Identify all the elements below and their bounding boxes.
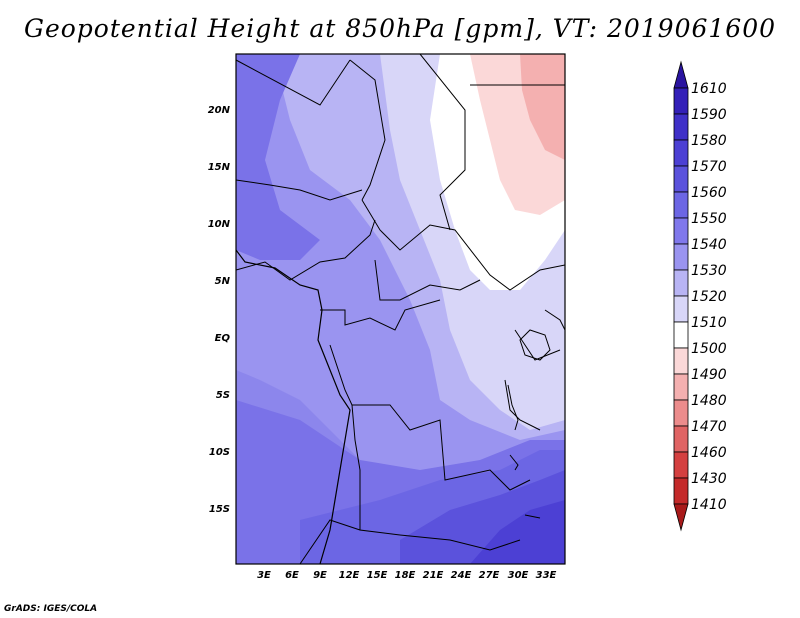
colorbar-label: 1500 bbox=[691, 341, 727, 357]
colorbar-segment bbox=[673, 269, 689, 297]
lon-label: 18E bbox=[395, 570, 416, 581]
lon-label: 15E bbox=[367, 570, 388, 581]
colorbar-label: 1470 bbox=[691, 419, 727, 435]
lon-label: 9E bbox=[313, 570, 327, 581]
lat-label: 20N bbox=[208, 105, 231, 116]
contour-field bbox=[236, 54, 565, 564]
colorbar-segment bbox=[673, 295, 689, 323]
lat-label: 10S bbox=[209, 447, 230, 458]
colorbar-label: 1590 bbox=[691, 107, 727, 123]
colorbar-label: 1580 bbox=[691, 133, 727, 149]
lakes bbox=[507, 329, 551, 519]
colorbar-label: 1510 bbox=[691, 315, 727, 331]
lat-label: 5S bbox=[216, 390, 230, 401]
lon-label: 27E bbox=[479, 570, 500, 581]
colorbar-segment bbox=[673, 217, 689, 245]
lon-label: 30E bbox=[508, 570, 529, 581]
page-title: Geopotential Height at 850hPa [gpm], VT:… bbox=[23, 14, 777, 43]
lat-label: 10N bbox=[208, 219, 231, 230]
lon-label: 12E bbox=[339, 570, 360, 581]
lat-label: 15N bbox=[208, 162, 231, 173]
colorbar-label: 1520 bbox=[691, 289, 727, 305]
colorbar-segment bbox=[673, 191, 689, 219]
colorbar-label: 1610 bbox=[691, 81, 727, 97]
colorbar-label: 1570 bbox=[691, 159, 727, 175]
credit-text: GrADS: IGES/COLA bbox=[4, 604, 98, 614]
colorbar-segment bbox=[673, 373, 689, 401]
lon-label: 33E bbox=[536, 570, 557, 581]
colorbar-label: 1550 bbox=[691, 211, 727, 227]
colorbar-segment bbox=[673, 477, 689, 505]
colorbar-segment bbox=[673, 347, 689, 375]
colorbar-label: 1490 bbox=[691, 367, 727, 383]
coastline bbox=[236, 249, 351, 564]
colorbar-segment bbox=[673, 87, 689, 115]
colorbar-segment bbox=[673, 243, 689, 271]
lon-label: 3E bbox=[257, 570, 271, 581]
colorbar bbox=[673, 60, 689, 532]
colorbar-segment bbox=[673, 113, 689, 141]
lat-axis: 20N 15N 10N 5N EQ 5S 10S 15S bbox=[208, 105, 231, 515]
colorbar-segment bbox=[673, 60, 689, 89]
lon-label: 6E bbox=[285, 570, 299, 581]
lat-label: 15S bbox=[209, 504, 230, 515]
lat-label: EQ bbox=[215, 333, 231, 344]
colorbar-segment bbox=[673, 425, 689, 453]
contour-band-1580 bbox=[470, 500, 565, 564]
colorbar-segment bbox=[673, 451, 689, 479]
colorbar-segment bbox=[673, 165, 689, 193]
colorbar-segment bbox=[673, 139, 689, 167]
lon-label: 24E bbox=[451, 570, 472, 581]
lat-label: 5N bbox=[215, 276, 231, 287]
lon-axis: 3E 6E 9E 12E 15E 18E 21E 24E 27E 30E 33E bbox=[257, 570, 556, 581]
contour-band-1490 bbox=[520, 54, 565, 160]
colorbar-labels: 1610 1590 1580 1570 1560 1550 1540 1530 … bbox=[691, 81, 727, 513]
colorbar-segment bbox=[673, 399, 689, 427]
map-frame bbox=[235, 53, 566, 565]
colorbar-segment bbox=[673, 503, 689, 532]
country-borders bbox=[236, 54, 565, 564]
contour-band-west bbox=[236, 54, 320, 260]
colorbar-label: 1430 bbox=[691, 471, 727, 487]
colorbar-segment bbox=[673, 321, 689, 349]
colorbar-label: 1410 bbox=[691, 497, 727, 513]
colorbar-label: 1480 bbox=[691, 393, 727, 409]
colorbar-label: 1460 bbox=[691, 445, 727, 461]
lon-label: 21E bbox=[423, 570, 444, 581]
colorbar-label: 1560 bbox=[691, 185, 727, 201]
colorbar-label: 1540 bbox=[691, 237, 727, 253]
colorbar-label: 1530 bbox=[691, 263, 727, 279]
